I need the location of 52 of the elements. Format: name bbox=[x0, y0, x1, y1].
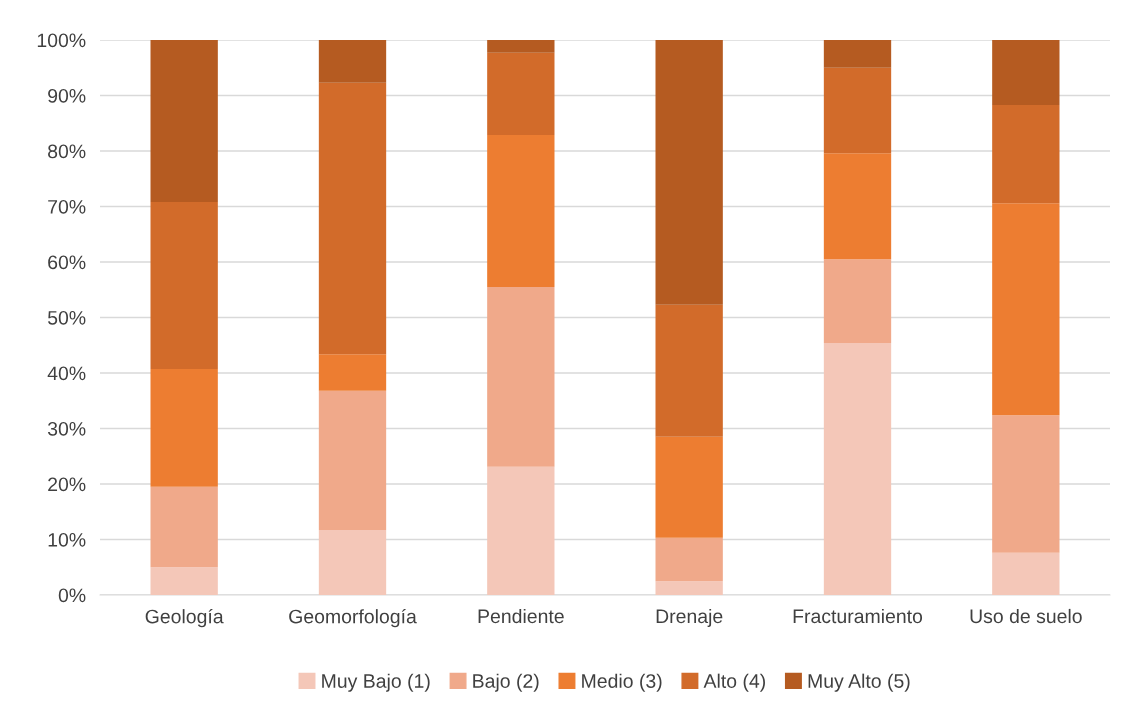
y-tick-label: 60% bbox=[48, 255, 86, 270]
bar bbox=[318, 530, 387, 595]
bar bbox=[823, 343, 892, 595]
bar bbox=[150, 202, 218, 370]
y-tick-label: 0% bbox=[58, 588, 86, 603]
bar bbox=[992, 203, 1060, 416]
bar bbox=[150, 369, 218, 487]
bar bbox=[823, 67, 892, 154]
y-tick-label: 90% bbox=[48, 88, 86, 103]
legend-label: Alto (4) bbox=[703, 673, 765, 692]
bar bbox=[487, 40, 555, 53]
x-tick-label: Uso de suelo bbox=[970, 608, 1082, 624]
legend-label: Bajo (2) bbox=[473, 673, 539, 692]
bar bbox=[655, 40, 723, 305]
bar bbox=[823, 259, 892, 344]
legend-label: Medio (3) bbox=[582, 673, 662, 692]
bar bbox=[655, 436, 723, 538]
y-tick-label: 100% bbox=[37, 33, 86, 48]
bar bbox=[487, 286, 555, 467]
y-tick-label: 10% bbox=[48, 532, 86, 547]
bar bbox=[487, 52, 555, 135]
x-tick-label: Geomorfología bbox=[289, 608, 417, 628]
bar bbox=[823, 153, 892, 260]
y-tick-label: 70% bbox=[48, 199, 86, 214]
y-tick-label: 30% bbox=[47, 421, 86, 436]
legend-label: Muy Alto (5) bbox=[808, 673, 910, 692]
bar bbox=[318, 82, 387, 355]
bar bbox=[992, 40, 1060, 105]
y-tick-label: 80% bbox=[48, 144, 86, 159]
x-tick-label: Fracturamiento bbox=[793, 608, 923, 624]
legend-label: Muy Bajo (1) bbox=[322, 673, 430, 692]
bar bbox=[992, 415, 1060, 553]
bar bbox=[992, 552, 1060, 595]
y-tick-label: 20% bbox=[48, 477, 86, 492]
bar bbox=[318, 390, 387, 531]
bar bbox=[823, 40, 892, 68]
x-tick-label: Pendiente bbox=[478, 608, 564, 624]
bar bbox=[150, 40, 218, 203]
bar bbox=[150, 567, 218, 595]
bar bbox=[992, 104, 1060, 204]
y-tick-label: 50% bbox=[47, 310, 86, 325]
bar bbox=[655, 537, 723, 582]
bar bbox=[150, 486, 218, 568]
bar bbox=[487, 134, 555, 287]
x-tick-label: Geología bbox=[145, 608, 224, 628]
bar bbox=[318, 354, 387, 391]
bar bbox=[655, 581, 723, 595]
y-tick-label: 40% bbox=[47, 366, 86, 381]
bar bbox=[318, 40, 387, 83]
bar bbox=[487, 466, 555, 595]
bar bbox=[655, 304, 723, 437]
x-tick-label: Drenaje bbox=[656, 608, 723, 628]
